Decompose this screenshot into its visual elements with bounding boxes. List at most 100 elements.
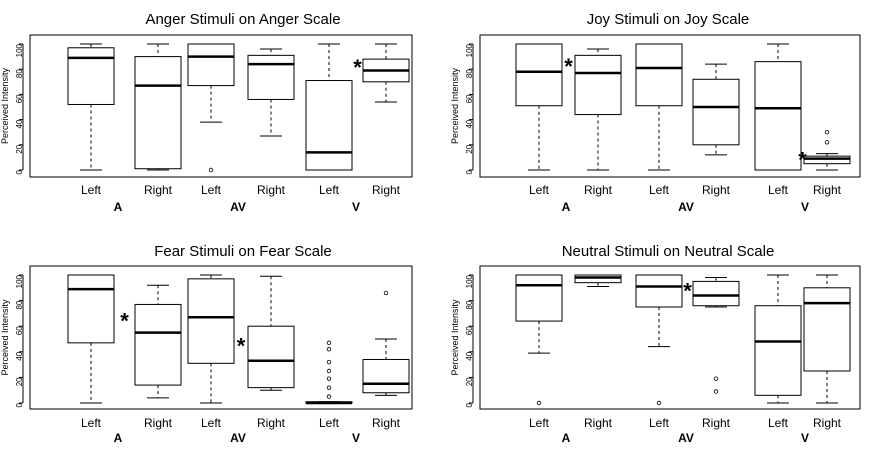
panel-2: Joy Stimuli on Joy Scale 0 20 40 60 80 100 Perc… [450, 11, 861, 214]
y-tick-label: 60 [465, 94, 474, 103]
significance-star: * [120, 309, 129, 334]
outlier-point [824, 129, 830, 135]
significance-star: * [798, 147, 807, 172]
x-tick-label: Left [319, 416, 340, 430]
outlier-point [326, 359, 332, 365]
iqr-box [574, 274, 622, 284]
box-right-4 [692, 63, 740, 156]
chart-title: Fear Stimuli on Fear Scale [154, 243, 332, 260]
box-left-3 [187, 43, 235, 173]
box-right-2 [134, 43, 182, 171]
plot-frame [479, 34, 861, 178]
outlier-point [656, 400, 662, 406]
iqr-box [67, 274, 115, 344]
iqr-box [187, 278, 235, 364]
iqr-box [247, 54, 295, 100]
y-tick-label: 40 [15, 351, 24, 360]
x-tick-label: Right [257, 183, 286, 197]
y-tick-label: 40 [465, 119, 474, 128]
y-tick-label: 80 [15, 69, 24, 78]
box-right-6 [362, 290, 410, 396]
outlier-point [326, 368, 332, 374]
box-right-2 [574, 48, 622, 171]
y-tick-label: 20 [15, 377, 24, 386]
x-tick-label: Right [813, 416, 842, 430]
group-label: AV [678, 200, 694, 214]
group-label: V [352, 200, 360, 214]
y-axis-label: Perceived Intensity [0, 67, 10, 144]
x-tick-label: Left [768, 183, 789, 197]
iqr-box [67, 47, 115, 105]
box-right-4 [247, 275, 295, 391]
outlier-point [208, 167, 214, 173]
iqr-box [635, 43, 683, 107]
box-right-6 [362, 43, 410, 103]
panel-3: Fear Stimuli on Fear Scale 0 20 40 60 80 100 Pe… [0, 243, 413, 445]
group-label: V [801, 431, 809, 445]
y-tick-label: 0 [15, 169, 24, 174]
panel-4: Neutral Stimuli on Neutral Scale 0 20 40 60 8… [450, 243, 861, 445]
plot-frame [479, 265, 861, 410]
y-tick-label: 0 [15, 402, 24, 407]
y-axis-label: Perceived Intensity [0, 299, 10, 376]
group-label: A [562, 431, 571, 445]
group-label: AV [678, 431, 694, 445]
y-tick-label: 100 [465, 43, 474, 57]
y-tick-label: 0 [465, 169, 474, 174]
box-left-3 [635, 274, 683, 406]
box-left-5 [305, 340, 353, 405]
box-right-2 [574, 274, 622, 288]
y-tick-label: 40 [15, 119, 24, 128]
significance-star: * [683, 278, 692, 303]
x-tick-label: Left [649, 183, 670, 197]
box-left-3 [635, 43, 683, 171]
significance-star: * [353, 55, 362, 80]
group-label: A [562, 200, 571, 214]
box-left-1 [515, 43, 563, 171]
x-tick-label: Left [81, 416, 102, 430]
y-tick-label: 60 [15, 94, 24, 103]
group-label: V [352, 431, 360, 445]
iqr-box [247, 325, 295, 389]
x-tick-label: Right [144, 183, 173, 197]
x-tick-label: Right [372, 416, 401, 430]
chart-title: Anger Stimuli on Anger Scale [145, 11, 340, 28]
chart-title: Neutral Stimuli on Neutral Scale [562, 243, 775, 260]
significance-star: * [237, 333, 246, 358]
iqr-box [515, 43, 563, 107]
iqr-box [692, 78, 740, 146]
y-axis-label: Perceived Intensity [450, 299, 460, 376]
x-tick-label: Left [201, 183, 222, 197]
y-tick-label: 100 [15, 274, 24, 288]
x-tick-label: Right [702, 183, 731, 197]
x-tick-label: Left [529, 183, 550, 197]
x-tick-label: Left [81, 183, 102, 197]
outlier-point [383, 290, 389, 296]
iqr-box [134, 56, 182, 170]
outlier-point [326, 385, 332, 390]
x-tick-label: Left [649, 416, 670, 430]
iqr-box [362, 358, 410, 394]
x-tick-label: Left [529, 416, 550, 430]
y-tick-label: 80 [15, 300, 24, 309]
iqr-box [692, 280, 740, 307]
group-label: AV [230, 200, 246, 214]
y-tick-label: 0 [465, 402, 474, 407]
x-tick-label: Right [584, 183, 613, 197]
x-tick-label: Left [319, 183, 340, 197]
group-label: AV [230, 431, 246, 445]
x-tick-label: Right [257, 416, 286, 430]
box-right-4 [247, 48, 295, 137]
outlier-point [326, 340, 332, 346]
y-axis-label: Perceived Intensity [450, 67, 460, 144]
y-tick-label: 20 [465, 144, 474, 153]
y-tick-label: 100 [465, 274, 474, 288]
box-left-1 [67, 43, 115, 171]
x-tick-label: Right [584, 416, 613, 430]
iqr-box [803, 155, 851, 165]
y-tick-label: 20 [15, 144, 24, 153]
significance-star: * [564, 54, 573, 79]
iqr-box [187, 43, 235, 87]
panel-1: Anger Stimuli on Anger Scale 0 20 40 60 80 100… [0, 11, 413, 214]
